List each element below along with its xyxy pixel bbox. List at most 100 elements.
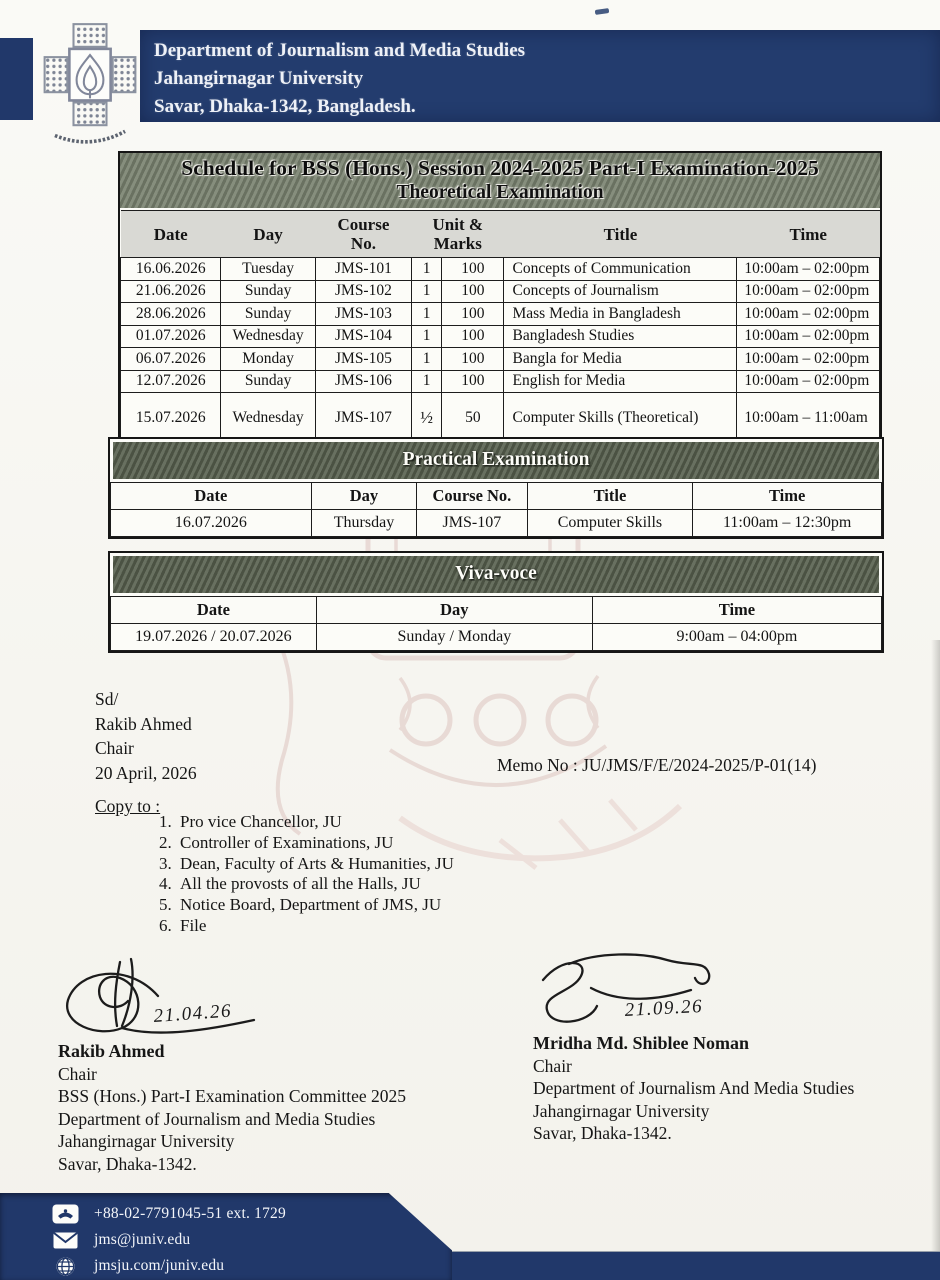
- schedule-title: Schedule for BSS (Hons.) Session 2024-20…: [181, 156, 819, 180]
- sd-block: Sd/ Rakib Ahmed Chair 20 April, 2026: [95, 687, 197, 785]
- header-university: Jahangirnagar University: [154, 68, 364, 89]
- cell-title: Computer Skills: [526, 509, 694, 537]
- col-header-time: Time: [736, 210, 880, 258]
- col-header-time: Time: [692, 482, 882, 510]
- schedule-row: 16.06.2026 Tuesday JMS-101 1 100 Concepts of …: [119, 257, 880, 281]
- cell-day: Wednesday: [220, 324, 316, 348]
- cell-date: 01.07.2026: [119, 324, 222, 348]
- footer-website: jmsju.com/juniv.edu: [94, 1257, 225, 1274]
- cell-marks: 100: [441, 257, 505, 281]
- cell-date: 15.07.2026: [119, 392, 222, 444]
- cell-day: Sunday: [220, 369, 316, 393]
- cell-unit: ½: [411, 392, 443, 444]
- copy-to-item: File: [176, 916, 454, 937]
- col-header-course: Course No.: [315, 210, 412, 258]
- cell-day: Wednesday: [220, 392, 316, 444]
- schedule-row: 06.07.2026 Monday JMS-105 1 100 Bangla for Me…: [119, 347, 880, 371]
- cell-day: Tuesday: [220, 257, 316, 281]
- col-header-date: Date: [120, 210, 221, 258]
- copy-to-item: All the provosts of all the Halls, JU: [176, 874, 454, 895]
- col-header-title: Title: [526, 482, 694, 510]
- cell-course: JMS-101: [314, 257, 413, 281]
- col-header-unit-marks: Unit & Marks: [411, 210, 504, 258]
- footer-phone-row: +88-02-7791045-51 ext. 1729: [52, 1201, 452, 1227]
- cell-day: Sunday / Monday: [315, 623, 593, 651]
- schedule-row: 21.06.2026 Sunday JMS-102 1 100 Concepts of J…: [119, 279, 880, 303]
- footer-phone: +88-02-7791045-51 ext. 1729: [94, 1205, 286, 1222]
- cell-unit: 1: [411, 369, 443, 393]
- cell-title: Computer Skills (Theoretical): [503, 392, 738, 444]
- schedule-row: 16.07.2026 Thursday JMS-107 Computer Ski…: [110, 509, 882, 537]
- viva-title-banner: Viva-voce: [113, 556, 879, 593]
- signature-block-right: 21.09.26 Mridha Md. Shiblee Noman Chair …: [533, 952, 854, 1145]
- globe-icon: [52, 1256, 79, 1276]
- footer-contact-block: +88-02-7791045-51 ext. 1729 jms@juniv.ed…: [0, 1193, 452, 1280]
- viva-schedule-table: Date Day Time 19.07.2026 / 20.07.2026 Su…: [110, 596, 883, 651]
- schedule-row: 15.07.2026 Wednesday JMS-107 ½ 50 Computer Sk…: [119, 392, 880, 444]
- sd-name: Rakib Ahmed: [95, 713, 192, 734]
- schedule-row: 28.06.2026 Sunday JMS-103 1 100 Mass Media in…: [119, 302, 880, 326]
- cell-time: 10:00am – 02:00pm: [736, 347, 880, 371]
- signatory-line: Chair: [533, 1055, 572, 1076]
- cell-marks: 100: [441, 324, 505, 348]
- cell-title: Concepts of Journalism: [503, 279, 738, 303]
- col-header-title: Title: [503, 210, 737, 258]
- cell-course: JMS-102: [314, 279, 413, 303]
- cell-title: Bangla for Media: [503, 347, 738, 371]
- col-header-time: Time: [591, 596, 883, 624]
- jahangirnagar-university-emblem-icon: [43, 23, 137, 144]
- scan-edge-shading: [931, 640, 940, 1280]
- phone-icon: [52, 1204, 79, 1224]
- header-banner: Department of Journalism and Media Studi…: [140, 30, 940, 122]
- envelope-icon: [52, 1230, 79, 1250]
- cell-time: 10:00am – 02:00pm: [736, 257, 880, 281]
- theoretical-subtitle: Theoretical Examination: [396, 182, 604, 203]
- cell-day: Sunday: [220, 302, 316, 326]
- cell-unit: 1: [411, 279, 443, 303]
- cell-marks: 100: [441, 279, 505, 303]
- signatory-line: Chair: [58, 1063, 97, 1084]
- col-header-day: Day: [315, 596, 593, 624]
- cell-course: JMS-103: [314, 302, 413, 326]
- theoretical-title-banner: Schedule for BSS (Hons.) Session 2024-20…: [120, 153, 880, 208]
- cell-course: JMS-105: [314, 347, 413, 371]
- cell-time: 10:00am – 02:00pm: [736, 324, 880, 348]
- viva-title: Viva-voce: [455, 563, 537, 584]
- sd-label: Sd/: [95, 689, 119, 709]
- footer-email: jms@juniv.edu: [94, 1231, 191, 1248]
- cell-title: English for Media: [503, 369, 738, 393]
- cell-time: 10:00am – 02:00pm: [736, 279, 880, 303]
- theoretical-schedule-table: Date Day Course No. Unit & Marks Title T…: [119, 210, 880, 444]
- col-header-day: Day: [220, 210, 316, 258]
- practical-title: Practical Examination: [402, 449, 590, 470]
- signatory-line: Department of Journalism and Media Studi…: [58, 1108, 376, 1129]
- sd-date: 20 April, 2026: [95, 762, 197, 783]
- signatory-line: Jahangirnagar University: [58, 1131, 235, 1151]
- cell-time: 10:00am – 02:00pm: [736, 302, 880, 326]
- cell-title: Bangladesh Studies: [503, 324, 738, 348]
- cell-day: Monday: [220, 347, 316, 371]
- col-header-date: Date: [110, 482, 312, 510]
- cell-title: Mass Media in Bangladesh: [503, 302, 738, 326]
- practical-schedule-table: Date Day Course No. Title Time 16.07.202…: [110, 482, 882, 537]
- footer-website-row: jmsju.com/juniv.edu: [52, 1253, 452, 1279]
- theoretical-exam-section: Schedule for BSS (Hons.) Session 2024-20…: [118, 151, 882, 446]
- signatory-line: Savar, Dhaka-1342.: [58, 1153, 197, 1174]
- cell-day: Thursday: [310, 509, 418, 537]
- cell-date: 06.07.2026: [119, 347, 222, 371]
- cell-time: 11:00am – 12:30pm: [692, 509, 882, 537]
- signatory-line: Jahangirnagar University: [533, 1100, 710, 1121]
- copy-to-list: Pro vice Chancellor, JU Controller of Ex…: [152, 812, 454, 937]
- col-header-date: Date: [110, 596, 317, 624]
- cell-unit: 1: [411, 302, 443, 326]
- signatory-name: Rakib Ahmed: [58, 1041, 165, 1061]
- cell-course: JMS-106: [314, 369, 413, 393]
- cell-unit: 1: [411, 347, 443, 371]
- practical-title-banner: Practical Examination: [113, 442, 879, 479]
- signatory-line: Savar, Dhaka-1342.: [533, 1123, 672, 1143]
- memo-number: Memo No : JU/JMS/F/E/2024-2025/P-01(14): [497, 755, 817, 775]
- cell-time: 9:00am – 04:00pm: [591, 623, 883, 651]
- signatory-line: BSS (Hons.) Part-I Examination Committee…: [58, 1086, 407, 1106]
- header-dept: Department of Journalism and Media Studi…: [154, 40, 526, 61]
